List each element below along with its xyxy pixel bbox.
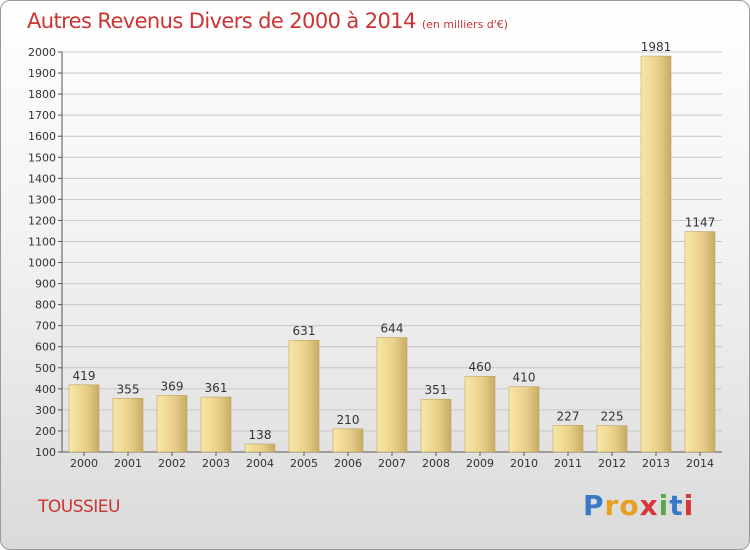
y-tick-label: 200 — [35, 425, 56, 438]
logo-letter: t — [669, 489, 684, 522]
data-label-2000: 419 — [73, 369, 96, 383]
data-label-2004: 138 — [249, 428, 272, 442]
bar-2014 — [684, 231, 716, 453]
bar-2008 — [420, 398, 452, 453]
logo-letter: i — [658, 489, 670, 522]
title-text: Autres Revenus Divers de 2000 à 2014 — [27, 9, 416, 33]
data-label-2012: 225 — [601, 410, 624, 424]
y-tick-label: 800 — [35, 299, 56, 312]
x-tick-label: 2008 — [422, 457, 450, 470]
bars — [68, 55, 716, 453]
bar-2001 — [112, 398, 144, 453]
x-tick-label: 2005 — [290, 457, 318, 470]
bar-2005 — [288, 339, 320, 453]
y-tick-label: 1400 — [28, 172, 56, 185]
x-tick-label: 2012 — [598, 457, 626, 470]
bar-2002 — [156, 395, 188, 453]
x-tick-label: 2014 — [686, 457, 714, 470]
data-label-2014: 1147 — [685, 216, 716, 230]
y-tick-label: 900 — [35, 278, 56, 291]
data-label-2003: 361 — [205, 381, 228, 395]
x-tick-label: 2002 — [158, 457, 186, 470]
data-label-2009: 460 — [469, 360, 492, 374]
y-tick-label: 2000 — [28, 46, 56, 59]
y-tick-label: 1900 — [28, 67, 56, 80]
data-label-2013: 1981 — [641, 40, 672, 54]
bar-2004 — [244, 443, 276, 453]
bar-2011 — [552, 425, 584, 453]
y-tick-label: 1800 — [28, 88, 56, 101]
chart-title: Autres Revenus Divers de 2000 à 2014 (en … — [27, 9, 508, 33]
logo-letter: o — [619, 489, 640, 522]
y-tick-label: 300 — [35, 404, 56, 417]
data-label-2001: 355 — [117, 382, 140, 396]
x-tick-label: 2013 — [642, 457, 670, 470]
chart-subtitle: (en milliers d'€) — [421, 18, 509, 31]
x-tick-label: 2003 — [202, 457, 230, 470]
x-tick-label: 2011 — [554, 457, 582, 470]
x-tick-label: 2009 — [466, 457, 494, 470]
y-tick-label: 500 — [35, 362, 56, 375]
x-tick-label: 2006 — [334, 457, 362, 470]
y-tick-label: 1100 — [28, 235, 56, 248]
y-tick-label: 1200 — [28, 214, 56, 227]
x-tick-label: 2007 — [378, 457, 406, 470]
data-label-2005: 631 — [293, 324, 316, 338]
proxiti-logo: Proxiti — [583, 489, 694, 522]
data-label-2011: 227 — [557, 409, 580, 423]
bar-2010 — [508, 386, 540, 453]
data-label-2007: 644 — [381, 321, 404, 335]
y-tick-label: 700 — [35, 320, 56, 333]
bar-2012 — [596, 425, 628, 453]
bar-2006 — [332, 428, 364, 453]
x-tick-label: 2001 — [114, 457, 142, 470]
y-tick-label: 1600 — [28, 130, 56, 143]
axes: 100 200 300 400 500 600 700 800 900 1000 1100 1200 1… — [28, 46, 722, 470]
y-tick-label: 1500 — [28, 151, 56, 164]
data-label-2008: 351 — [425, 383, 448, 397]
logo-letter: x — [639, 489, 659, 522]
bar-2009 — [464, 375, 496, 453]
y-tick-label: 100 — [35, 446, 56, 459]
x-tick-label: 2004 — [246, 457, 274, 470]
bar-2007 — [376, 337, 408, 453]
data-label-2006: 210 — [337, 413, 360, 427]
y-tick-label: 1700 — [28, 109, 56, 122]
data-label-2010: 410 — [513, 371, 536, 385]
data-labels: 419 355 369 361 138 631 210 644 351 460 410 227 225 1… — [73, 40, 716, 442]
logo-letter: r — [604, 489, 620, 522]
y-tick-label: 600 — [35, 341, 56, 354]
y-tick-label: 400 — [35, 383, 56, 396]
logo-letter: i — [683, 489, 695, 522]
x-tick-label: 2000 — [70, 457, 98, 470]
bar-2003 — [200, 396, 232, 453]
x-tick-label: 2010 — [510, 457, 538, 470]
logo-letter: P — [583, 489, 605, 522]
bar-2013 — [640, 55, 672, 453]
commune-name: TOUSSIEU — [38, 497, 121, 517]
y-tick-label: 1300 — [28, 193, 56, 206]
y-tick-label: 1000 — [28, 257, 56, 270]
bar-2000 — [68, 384, 100, 453]
data-label-2002: 369 — [161, 379, 184, 393]
